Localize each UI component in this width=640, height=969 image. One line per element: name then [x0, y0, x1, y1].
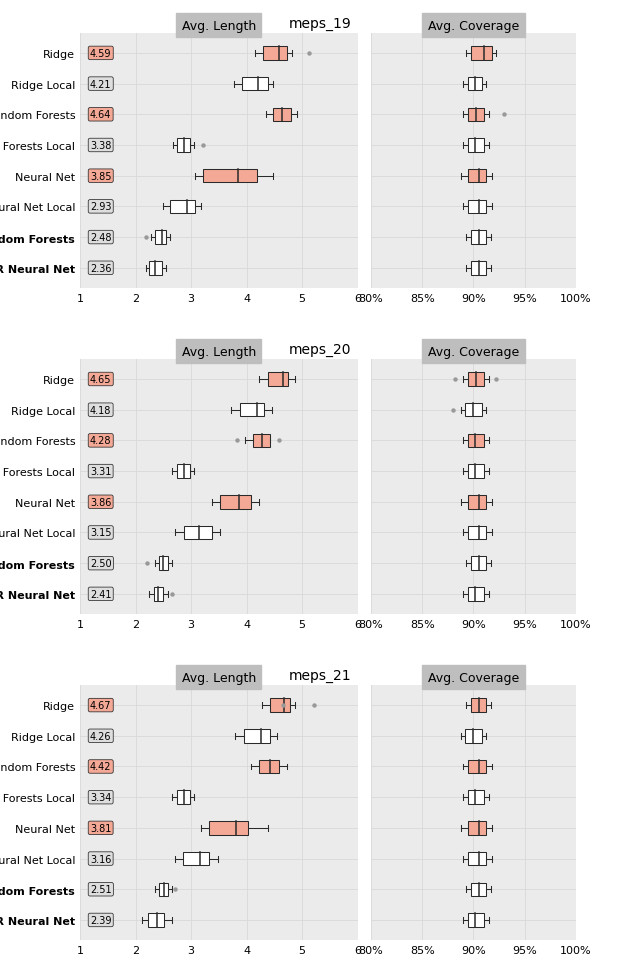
FancyBboxPatch shape	[472, 883, 486, 896]
FancyBboxPatch shape	[465, 730, 482, 743]
Text: 3.34: 3.34	[90, 793, 111, 802]
Text: 3.85: 3.85	[90, 172, 111, 181]
FancyBboxPatch shape	[468, 852, 486, 865]
Title: Avg. Length: Avg. Length	[182, 672, 256, 684]
FancyBboxPatch shape	[253, 434, 270, 448]
Text: 3.15: 3.15	[90, 528, 111, 538]
FancyBboxPatch shape	[209, 822, 248, 834]
FancyBboxPatch shape	[472, 262, 486, 275]
Text: 4.21: 4.21	[90, 79, 111, 89]
FancyBboxPatch shape	[242, 78, 268, 91]
FancyBboxPatch shape	[468, 495, 486, 509]
FancyBboxPatch shape	[465, 403, 482, 417]
FancyBboxPatch shape	[259, 760, 279, 773]
FancyBboxPatch shape	[472, 557, 486, 571]
FancyBboxPatch shape	[182, 852, 209, 865]
FancyBboxPatch shape	[149, 262, 162, 275]
Title: Avg. Coverage: Avg. Coverage	[428, 346, 519, 359]
FancyBboxPatch shape	[468, 760, 486, 773]
Text: 2.41: 2.41	[90, 589, 111, 599]
FancyBboxPatch shape	[155, 231, 166, 244]
FancyBboxPatch shape	[468, 78, 482, 91]
FancyBboxPatch shape	[472, 699, 486, 712]
Text: 3.16: 3.16	[90, 854, 111, 863]
FancyBboxPatch shape	[468, 465, 484, 479]
FancyBboxPatch shape	[159, 557, 168, 571]
Text: 4.67: 4.67	[90, 701, 111, 710]
Title: Avg. Length: Avg. Length	[182, 19, 256, 33]
FancyBboxPatch shape	[159, 883, 168, 896]
Text: 2.39: 2.39	[90, 915, 111, 925]
Text: 4.28: 4.28	[90, 436, 111, 446]
FancyBboxPatch shape	[472, 231, 486, 244]
Text: 2.48: 2.48	[90, 233, 111, 243]
FancyBboxPatch shape	[177, 140, 190, 152]
FancyBboxPatch shape	[204, 170, 257, 183]
Text: meps_19: meps_19	[289, 17, 351, 31]
Title: Avg. Coverage: Avg. Coverage	[428, 672, 519, 684]
Text: 4.18: 4.18	[90, 405, 111, 416]
FancyBboxPatch shape	[468, 822, 486, 834]
Text: 2.93: 2.93	[90, 203, 111, 212]
FancyBboxPatch shape	[468, 587, 484, 601]
Text: 4.59: 4.59	[90, 48, 111, 59]
Text: 3.38: 3.38	[90, 141, 111, 151]
Text: 3.81: 3.81	[90, 823, 111, 833]
Title: Avg. Coverage: Avg. Coverage	[428, 19, 519, 33]
Text: 2.50: 2.50	[90, 558, 111, 569]
Text: meps_20: meps_20	[289, 343, 351, 357]
Text: 3.86: 3.86	[90, 497, 111, 507]
FancyBboxPatch shape	[270, 699, 290, 712]
FancyBboxPatch shape	[472, 47, 492, 61]
Text: 2.51: 2.51	[90, 885, 111, 894]
Title: Avg. Length: Avg. Length	[182, 346, 256, 359]
Text: 4.42: 4.42	[90, 762, 111, 771]
Text: 3.31: 3.31	[90, 467, 111, 477]
FancyBboxPatch shape	[468, 201, 486, 214]
Text: 4.64: 4.64	[90, 110, 111, 120]
Text: 4.26: 4.26	[90, 731, 111, 741]
FancyBboxPatch shape	[244, 730, 270, 743]
FancyBboxPatch shape	[273, 109, 291, 122]
FancyBboxPatch shape	[170, 201, 195, 214]
FancyBboxPatch shape	[468, 913, 484, 926]
FancyBboxPatch shape	[184, 526, 212, 540]
FancyBboxPatch shape	[263, 47, 287, 61]
Text: meps_21: meps_21	[289, 669, 351, 682]
FancyBboxPatch shape	[177, 791, 190, 804]
FancyBboxPatch shape	[468, 170, 486, 183]
FancyBboxPatch shape	[148, 913, 164, 926]
FancyBboxPatch shape	[177, 465, 190, 479]
FancyBboxPatch shape	[468, 526, 486, 540]
FancyBboxPatch shape	[268, 373, 288, 387]
FancyBboxPatch shape	[468, 434, 484, 448]
Text: 2.36: 2.36	[90, 264, 111, 273]
FancyBboxPatch shape	[468, 373, 484, 387]
FancyBboxPatch shape	[220, 495, 251, 509]
FancyBboxPatch shape	[240, 403, 264, 417]
FancyBboxPatch shape	[468, 109, 484, 122]
FancyBboxPatch shape	[468, 140, 484, 152]
FancyBboxPatch shape	[154, 587, 163, 601]
Text: 4.65: 4.65	[90, 375, 111, 385]
FancyBboxPatch shape	[468, 791, 484, 804]
